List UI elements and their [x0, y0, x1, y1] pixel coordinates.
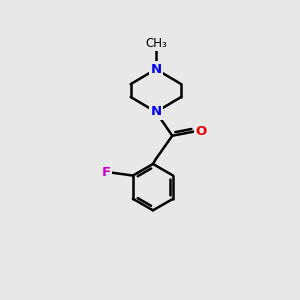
- Text: O: O: [195, 125, 206, 138]
- Text: N: N: [150, 106, 161, 118]
- Text: N: N: [150, 63, 161, 76]
- Text: F: F: [102, 166, 111, 179]
- Text: CH₃: CH₃: [145, 37, 167, 50]
